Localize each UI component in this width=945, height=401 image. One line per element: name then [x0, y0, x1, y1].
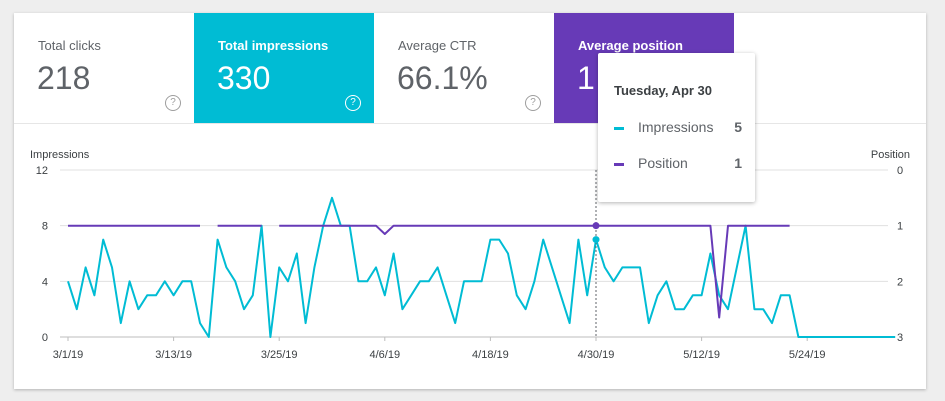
tooltip-series-name: Position: [638, 155, 688, 171]
tooltip-series-value: 1: [734, 155, 742, 171]
left-tick-label: 4: [42, 276, 48, 288]
tile-label: Total impressions: [218, 38, 329, 53]
x-tick-label: 3/25/19: [261, 349, 298, 361]
tile-value: 66.1%: [397, 60, 488, 96]
right-tick-label: 1: [897, 221, 903, 233]
hover-marker-impressions: [592, 236, 600, 244]
x-tick-label: 5/24/19: [789, 349, 826, 361]
tile-average-ctr[interactable]: Average CTR 66.1% ?: [374, 13, 554, 123]
right-tick-label: 3: [897, 332, 903, 344]
metric-tiles: Total clicks 218 ? Total impressions 330…: [14, 13, 926, 124]
x-tick-label: 4/6/19: [370, 349, 401, 361]
tile-label: Average CTR: [398, 38, 477, 53]
tile-total-impressions[interactable]: Total impressions 330 ?: [194, 13, 374, 123]
series-line-impressions: [67, 196, 896, 338]
tile-label: Average position: [578, 38, 683, 53]
x-tick-label: 4/18/19: [472, 349, 509, 361]
tile-value: 218: [37, 60, 91, 96]
left-tick-label: 12: [36, 165, 48, 177]
tile-value: 1: [577, 60, 595, 96]
x-tick-label: 3/1/19: [53, 349, 84, 361]
chart-tooltip: Tuesday, Apr 30 Impressions 5 Position 1: [598, 53, 755, 202]
tooltip-row-impressions: Impressions 5: [614, 119, 742, 137]
tooltip-row-position: Position 1: [614, 155, 742, 173]
tile-label: Total clicks: [38, 38, 101, 53]
help-circle-icon[interactable]: ?: [165, 95, 181, 111]
right-tick-label: 0: [897, 165, 903, 177]
right-axis-label: Position: [871, 149, 910, 161]
legend-swatch: [614, 127, 624, 130]
help-circle-icon[interactable]: ?: [345, 95, 361, 111]
hover-marker-position: [592, 222, 600, 230]
tooltip-series-value: 5: [734, 119, 742, 135]
x-tick-label: 3/13/19: [155, 349, 192, 361]
legend-swatch: [614, 163, 624, 166]
tooltip-series-name: Impressions: [638, 119, 714, 135]
right-tick-label: 2: [897, 276, 903, 288]
left-axis-label: Impressions: [30, 149, 90, 161]
left-tick-label: 8: [42, 221, 48, 233]
x-tick-label: 4/30/19: [578, 349, 615, 361]
tooltip-date: Tuesday, Apr 30: [614, 83, 713, 98]
x-tick-label: 5/12/19: [683, 349, 720, 361]
series-line-position: [279, 224, 790, 319]
left-tick-label: 0: [42, 332, 48, 344]
tile-value: 330: [217, 60, 271, 96]
tile-total-clicks[interactable]: Total clicks 218 ?: [14, 13, 194, 123]
performance-card: Total clicks 218 ? Total impressions 330…: [14, 13, 926, 389]
help-circle-icon[interactable]: ?: [525, 95, 541, 111]
